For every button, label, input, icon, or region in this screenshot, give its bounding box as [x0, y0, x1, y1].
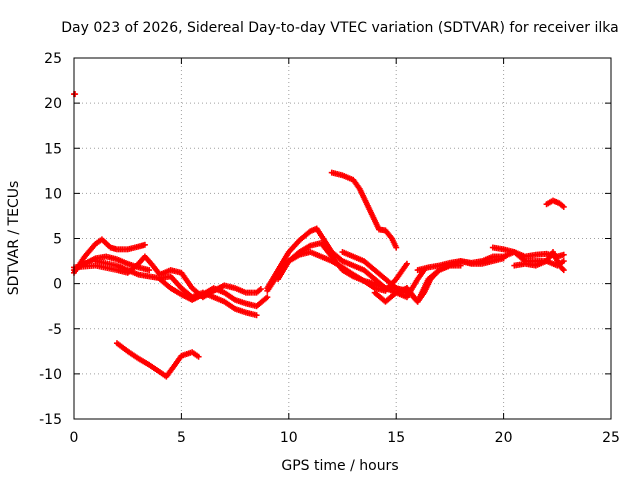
data-point [195, 353, 202, 360]
x-axis-label: GPS time / hours [281, 458, 398, 474]
y-tick-label: -15 [39, 412, 62, 428]
data-point [146, 267, 153, 274]
axis-ticks: 0 5 10 15 20 25 -15 -10 -5 0 5 10 15 20 25 [39, 51, 620, 446]
data-point [264, 294, 271, 301]
data-point [393, 244, 400, 251]
y-tick-label: 10 [44, 186, 62, 202]
y-axis-label: SDTVAR / TECUs [6, 181, 22, 296]
data-point [560, 251, 567, 258]
x-tick-label: 0 [70, 430, 79, 446]
data-point [559, 265, 566, 272]
x-tick-label: 15 [387, 430, 405, 446]
x-tick-label: 10 [280, 430, 298, 446]
data-points [71, 91, 567, 380]
data-point [403, 260, 410, 267]
grid-lines [74, 58, 611, 419]
y-tick-label: 20 [44, 96, 62, 112]
data-point [560, 258, 567, 265]
chart-title: Day 023 of 2026, Sidereal Day-to-day VTE… [61, 20, 618, 36]
x-tick-label: 25 [602, 430, 620, 446]
y-tick-label: 0 [53, 277, 62, 293]
y-tick-label: 5 [53, 232, 62, 248]
y-tick-label: 25 [44, 51, 62, 67]
data-point [560, 203, 567, 210]
data-point [72, 91, 79, 98]
x-tick-label: 20 [495, 430, 513, 446]
y-tick-label: 15 [44, 141, 62, 157]
data-point [141, 241, 148, 248]
data-point [257, 286, 264, 293]
y-tick-label: -10 [39, 367, 62, 383]
y-tick-label: -5 [48, 322, 62, 338]
data-point [253, 312, 260, 319]
data-point [560, 267, 567, 274]
x-tick-label: 5 [177, 430, 186, 446]
